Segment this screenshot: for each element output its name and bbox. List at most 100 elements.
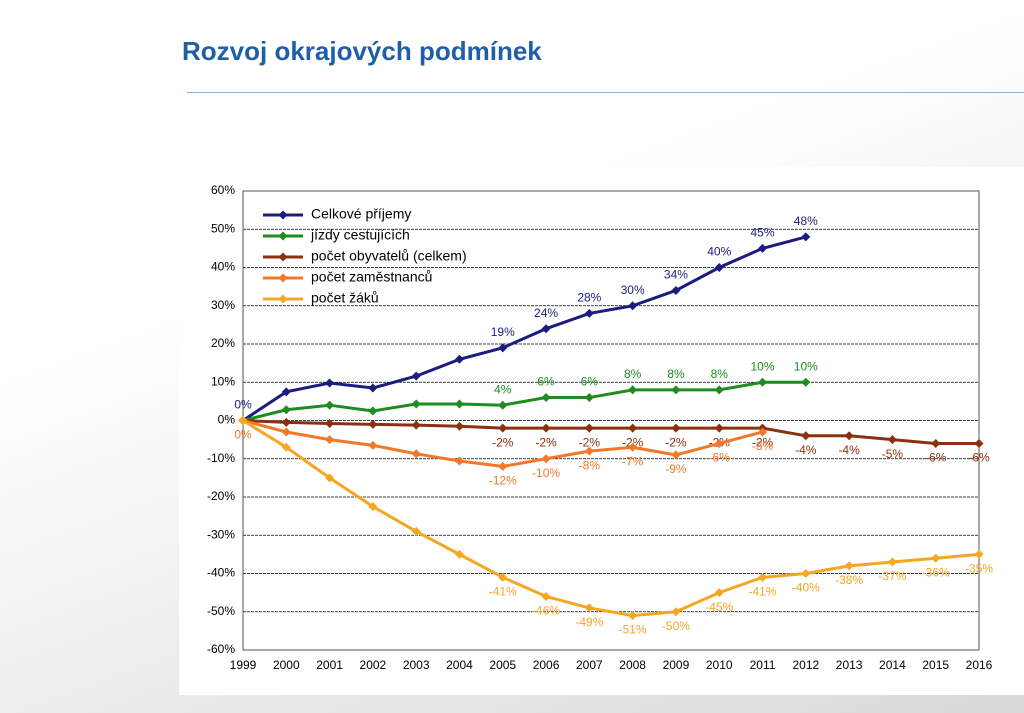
data-point	[714, 588, 724, 598]
data-point	[454, 456, 464, 466]
data-point	[931, 553, 941, 563]
data-point	[628, 385, 638, 395]
legend-label: počet obyvatelů (celkem)	[311, 248, 467, 264]
data-label: -2%	[579, 435, 601, 449]
data-point	[844, 561, 854, 571]
data-label: -41%	[749, 584, 777, 598]
data-point	[411, 420, 421, 430]
legend-label: počet žáků	[311, 290, 379, 306]
data-label: 6%	[581, 375, 599, 389]
data-label: 34%	[664, 268, 688, 282]
data-point	[628, 301, 638, 311]
data-label: -35%	[965, 562, 993, 576]
data-point	[887, 435, 897, 445]
data-label: 48%	[794, 214, 818, 228]
data-label: -36%	[922, 565, 950, 579]
legend-label: počet zaměstnanců	[311, 269, 432, 285]
data-label: -4%	[795, 443, 817, 457]
data-point	[584, 446, 594, 456]
data-point	[714, 423, 724, 433]
data-point	[974, 438, 984, 448]
data-point	[758, 243, 768, 253]
data-label: -8%	[579, 458, 601, 472]
data-label: -51%	[619, 623, 647, 637]
data-point	[325, 473, 335, 483]
data-point	[974, 549, 984, 559]
data-point	[498, 400, 508, 410]
data-point	[887, 557, 897, 567]
x-tick-label: 2010	[706, 658, 733, 672]
data-label: 4%	[494, 382, 512, 396]
x-tick-label: 2013	[836, 658, 863, 672]
data-point	[671, 285, 681, 295]
data-point	[714, 438, 724, 448]
data-point	[801, 431, 811, 441]
data-label: -9%	[665, 462, 687, 476]
data-label: -46%	[532, 604, 560, 618]
data-point	[758, 572, 768, 582]
data-label: -4%	[838, 443, 860, 457]
data-label: 24%	[534, 306, 558, 320]
data-point	[368, 502, 378, 512]
data-point	[411, 371, 421, 381]
data-point	[281, 442, 291, 452]
data-label: -6%	[925, 451, 947, 465]
data-point	[671, 423, 681, 433]
x-tick-label: 2011	[750, 658, 776, 672]
slide-title: Rozvoj okrajových podmínek	[182, 36, 542, 66]
data-label: 10%	[751, 359, 775, 373]
y-tick-label: -60%	[207, 642, 235, 656]
data-label: -2%	[752, 435, 774, 449]
data-point	[714, 263, 724, 272]
x-tick-label: 2000	[273, 658, 300, 672]
legend-marker	[278, 294, 288, 304]
data-point	[325, 435, 335, 445]
data-point	[368, 419, 378, 429]
data-point	[411, 399, 421, 409]
data-point	[281, 405, 291, 415]
data-point	[281, 387, 291, 397]
data-point	[238, 416, 248, 425]
data-point	[714, 385, 724, 395]
y-tick-label: -40%	[207, 566, 235, 580]
data-point	[411, 449, 421, 459]
data-point	[801, 232, 811, 242]
data-point	[584, 308, 594, 318]
y-tick-label: -20%	[207, 489, 235, 503]
legend-label: Celkové příjemy	[311, 206, 411, 222]
y-tick-label: 10%	[211, 374, 235, 388]
chart-background	[179, 167, 1024, 695]
data-point	[671, 607, 681, 617]
y-tick-label: -30%	[207, 527, 235, 541]
x-tick-label: 2002	[360, 658, 387, 672]
data-label: -2%	[492, 435, 514, 449]
data-label: 0%	[234, 398, 252, 412]
x-tick-label: 2014	[879, 658, 906, 672]
legend-marker	[278, 273, 288, 283]
data-point	[454, 399, 464, 409]
x-tick-label: 1999	[230, 658, 257, 672]
data-label: -2%	[535, 435, 557, 449]
data-label: -6%	[709, 451, 731, 465]
data-label: -3%	[752, 439, 774, 453]
data-point	[671, 385, 681, 395]
y-tick-label: 40%	[211, 260, 235, 274]
y-tick-label: 0%	[218, 413, 236, 427]
x-tick-label: 2008	[619, 658, 646, 672]
data-label: -7%	[622, 454, 644, 468]
y-tick-label: -10%	[207, 451, 235, 465]
data-point	[584, 423, 594, 433]
data-point	[541, 591, 551, 601]
data-label: 0%	[234, 428, 252, 442]
data-point	[541, 324, 551, 334]
data-point	[628, 423, 638, 433]
data-point	[844, 431, 854, 441]
data-point	[584, 393, 594, 403]
data-label: 8%	[711, 367, 729, 381]
data-label: 10%	[794, 359, 818, 373]
data-point	[498, 572, 508, 582]
legend-marker	[278, 210, 288, 220]
data-point	[281, 417, 291, 427]
x-tick-label: 2004	[446, 658, 473, 672]
